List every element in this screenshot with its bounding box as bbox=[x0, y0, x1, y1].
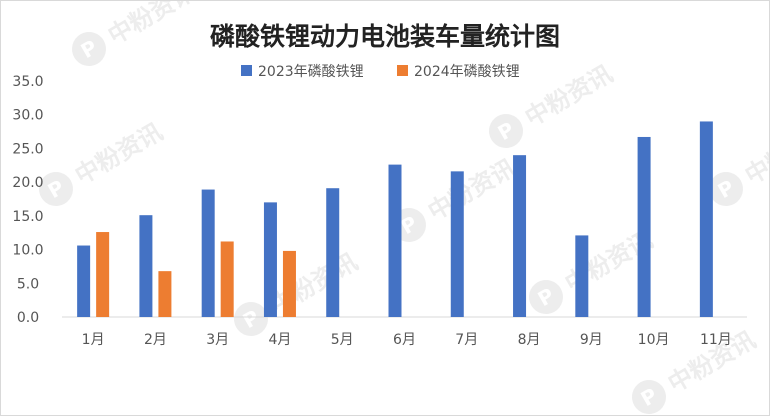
x-tick-label: 3月 bbox=[206, 332, 229, 348]
bar bbox=[513, 155, 527, 317]
watermark-text: 中粉资讯 bbox=[103, 1, 200, 50]
bar bbox=[220, 241, 234, 317]
legend: 2023年磷酸铁锂 2024年磷酸铁锂 bbox=[241, 64, 520, 80]
p-logo-icon bbox=[234, 302, 268, 336]
x-tick-label: 8月 bbox=[518, 332, 541, 348]
x-tick-label: 7月 bbox=[455, 332, 478, 348]
legend-label: 2024年磷酸铁锂 bbox=[414, 64, 520, 80]
bar bbox=[637, 136, 651, 317]
watermark-text: 中粉资讯 bbox=[70, 118, 167, 190]
y-tick-label: 5.0 bbox=[17, 276, 39, 292]
bar bbox=[326, 188, 340, 317]
watermark-text: 中粉资讯 bbox=[740, 118, 769, 190]
x-tick-label: 1月 bbox=[82, 332, 105, 348]
watermark: P 中粉资讯 bbox=[39, 118, 167, 206]
p-logo-icon bbox=[529, 280, 563, 314]
bar bbox=[96, 232, 110, 317]
y-tick-label: 20.0 bbox=[12, 175, 43, 191]
bar bbox=[450, 171, 464, 317]
x-tick-label: 4月 bbox=[268, 332, 291, 348]
bar bbox=[263, 202, 277, 317]
p-logo-icon bbox=[72, 32, 106, 66]
y-tick-label: 30.0 bbox=[12, 108, 43, 124]
watermark-text: 中粉资讯 bbox=[520, 60, 617, 132]
x-tick-label: 11月 bbox=[700, 332, 732, 348]
p-logo-icon bbox=[489, 114, 523, 148]
bar bbox=[201, 189, 215, 317]
y-tick-label: 0.0 bbox=[17, 310, 39, 326]
legend-label: 2023年磷酸铁锂 bbox=[258, 64, 364, 80]
x-axis: 1月 2月 3月 4月 5月 6月 7月 8月 9月 10月 11月 bbox=[62, 316, 747, 348]
x-tick-label: 5月 bbox=[331, 332, 354, 348]
x-tick-label: 10月 bbox=[638, 332, 670, 348]
bar bbox=[699, 121, 713, 317]
y-tick-label: 35.0 bbox=[12, 74, 43, 90]
watermark-text: 中粉资讯 bbox=[265, 248, 362, 320]
p-logo-icon bbox=[632, 380, 666, 414]
x-tick-label: 2月 bbox=[144, 332, 167, 348]
legend-swatch bbox=[397, 65, 408, 76]
y-tick-label: 10.0 bbox=[12, 243, 43, 259]
bars bbox=[77, 121, 713, 317]
bar bbox=[282, 250, 296, 317]
watermark-text: 中粉资讯 bbox=[423, 154, 520, 226]
x-tick-label: 6月 bbox=[393, 332, 416, 348]
y-axis: 0.0 5.0 10.0 15.0 20.0 25.0 30.0 35.0 bbox=[12, 74, 43, 326]
watermark: P 中粉资讯 bbox=[72, 0, 200, 66]
p-logo-icon bbox=[709, 172, 743, 206]
bar bbox=[139, 215, 153, 317]
legend-swatch bbox=[241, 65, 252, 76]
y-tick-label: 25.0 bbox=[12, 141, 43, 157]
bar bbox=[388, 164, 402, 317]
bar bbox=[575, 235, 589, 317]
bar bbox=[158, 271, 172, 317]
p-logo-icon bbox=[39, 172, 73, 206]
bar bbox=[77, 245, 91, 317]
chart-title: 磷酸铁锂动力电池装车量统计图 bbox=[210, 22, 560, 51]
y-tick-label: 15.0 bbox=[12, 209, 43, 225]
x-tick-label: 9月 bbox=[580, 332, 603, 348]
